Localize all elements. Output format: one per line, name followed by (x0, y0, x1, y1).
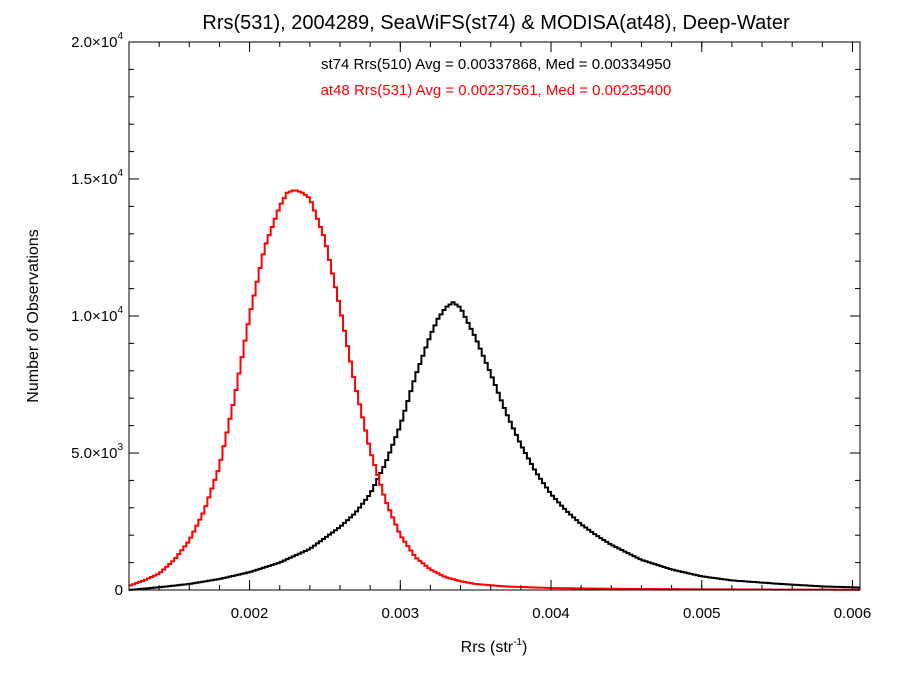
x-tick-label: 0.006 (834, 605, 872, 622)
chart-title: Rrs(531), 2004289, SeaWiFS(st74) & MODIS… (202, 12, 790, 34)
x-tick-label: 0.005 (683, 605, 721, 622)
x-axis-label-sup: -1 (513, 637, 522, 648)
annotation-st74: st74 Rrs(510) Avg = 0.00337868, Med = 0.… (321, 56, 671, 73)
y-tick-mantissa: 0 (115, 582, 123, 599)
y-tick-mantissa: 2.0×10 (71, 34, 117, 51)
y-tick-exponent: 3 (117, 442, 123, 453)
y-tick-label: 1.5×104 (71, 168, 123, 188)
histogram-series-at48 (129, 189, 860, 591)
y-tick-exponent: 4 (117, 305, 123, 316)
histogram-series-st74 (129, 301, 860, 591)
x-tick-label: 0.002 (231, 605, 269, 622)
y-tick-mantissa: 1.5×10 (71, 171, 117, 188)
y-tick-label: 0 (115, 582, 123, 599)
x-tick-label: 0.004 (532, 605, 570, 622)
y-tick-label: 5.0×103 (71, 442, 123, 462)
x-tick-label: 0.003 (382, 605, 420, 622)
y-tick-exponent: 4 (117, 168, 123, 179)
y-tick-label: 2.0×104 (71, 31, 123, 51)
y-axis-label: Number of Observations (25, 229, 42, 402)
axis-ticks (128, 41, 860, 591)
axis-tick-labels: 0.002 0.003 0.004 0.005 0.00605.0×1031.0×104… (71, 31, 871, 622)
x-axis-label-end: ) (522, 639, 527, 656)
y-tick-exponent: 4 (117, 31, 123, 42)
annotation-at48: at48 Rrs(531) Avg = 0.00237561, Med = 0.… (321, 82, 672, 99)
x-axis-label-text: Rrs (str (461, 639, 514, 656)
y-tick-mantissa: 5.0×10 (71, 445, 117, 462)
y-tick-label: 1.0×104 (71, 305, 123, 325)
y-tick-mantissa: 1.0×10 (71, 308, 117, 325)
x-axis-label: Rrs (str-1) (461, 637, 528, 656)
plot-lines (129, 189, 860, 591)
